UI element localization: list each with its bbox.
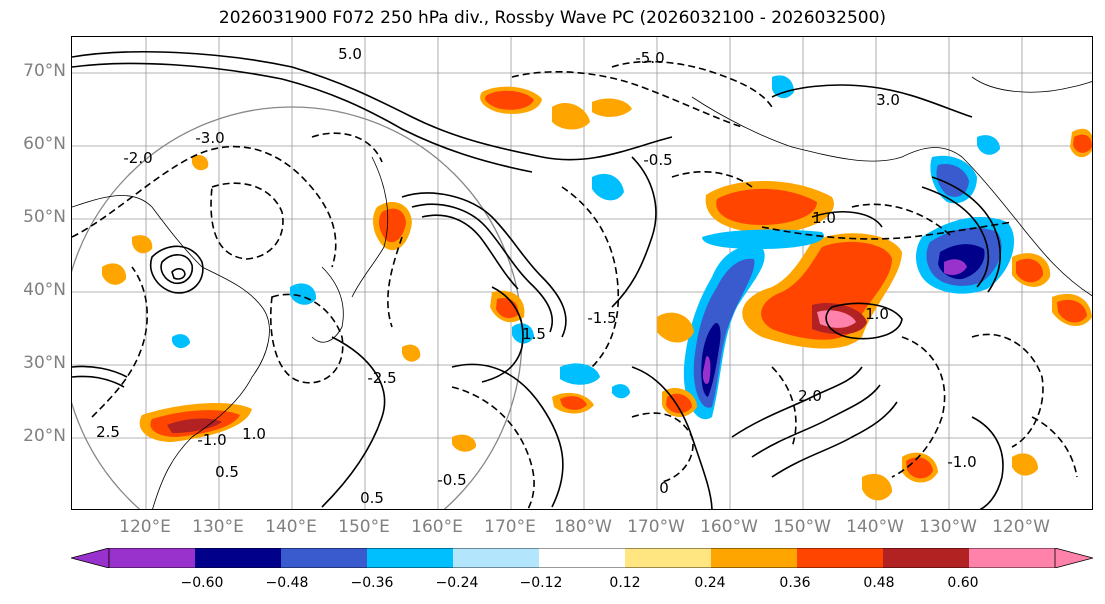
colorbar — [71, 548, 1093, 568]
lon-label-150e: 150°E — [338, 517, 390, 537]
colorbar-cell — [195, 548, 282, 568]
lat-label-30n: 30°N — [23, 353, 66, 373]
colorbar-cell — [969, 548, 1056, 568]
colorbar-cell — [281, 548, 368, 568]
colorbar-tick: 0.48 — [863, 575, 895, 591]
colorbar-under-triangle — [71, 548, 110, 568]
divergence-shading — [102, 75, 1092, 501]
lat-label-50n: 50°N — [23, 207, 66, 227]
lon-label-170e: 170°E — [484, 517, 536, 537]
contour-label: -0.5 — [643, 151, 672, 169]
reference-circle — [72, 106, 523, 509]
contour-label: 0 — [659, 479, 669, 497]
contour-label: 2.0 — [798, 387, 822, 405]
contour-label: -1.0 — [947, 453, 976, 471]
lon-label-160e: 160°E — [411, 517, 463, 537]
colorbar-cell — [367, 548, 454, 568]
contour-label: 5.0 — [338, 45, 362, 63]
colorbar-tick: −0.48 — [265, 575, 309, 591]
colorbar-over-triangle — [1054, 548, 1093, 568]
contour-label: -2.5 — [367, 369, 396, 387]
contour-label: -5.0 — [635, 49, 664, 67]
lon-label-150w: 150°W — [773, 517, 831, 537]
coastlines — [72, 76, 1092, 509]
lat-label-70n: 70°N — [23, 61, 66, 81]
colorbar-tick: 0.12 — [609, 575, 641, 591]
contour-label: 0.5 — [360, 489, 384, 507]
lon-label-120e: 120°E — [119, 517, 171, 537]
lon-label-140w: 140°W — [846, 517, 904, 537]
colorbar-cell — [539, 548, 626, 568]
colorbar-cell — [711, 548, 798, 568]
contour-label: 1.0 — [812, 209, 836, 227]
lon-label-160w: 160°W — [700, 517, 758, 537]
lon-label-130w: 130°W — [919, 517, 977, 537]
colorbar-tick: −0.12 — [519, 575, 563, 591]
contour-label: 0.5 — [215, 463, 239, 481]
contour-labels: 5.0 -5.0 3.0 -3.0 -2.0 2.0 1.0 -1.0 1.5 … — [96, 45, 977, 507]
lat-label-60n: 60°N — [23, 134, 66, 154]
contour-label: 1.5 — [522, 325, 546, 343]
contour-label: -1.0 — [197, 431, 226, 449]
lat-label-20n: 20°N — [23, 426, 66, 446]
contour-label: 2.5 — [96, 423, 120, 441]
contour-label: -2.0 — [123, 149, 152, 167]
colorbar-cell — [109, 548, 196, 568]
lon-label-120w: 120°W — [992, 517, 1050, 537]
lon-label-180w: 180°W — [554, 517, 612, 537]
colorbar-tick: 0.60 — [947, 575, 979, 591]
colorbar-tick: 0.24 — [694, 575, 726, 591]
contours-positive — [72, 51, 1004, 509]
chart-title: 2026031900 F072 250 hPa div., Rossby Wav… — [218, 8, 887, 28]
lon-label-140e: 140°E — [265, 517, 317, 537]
map-canvas: 5.0 -5.0 3.0 -3.0 -2.0 2.0 1.0 -1.0 1.5 … — [72, 37, 1092, 509]
colorbar-tick: 0.36 — [779, 575, 811, 591]
colorbar-cell — [625, 548, 712, 568]
colorbar-border — [108, 548, 1056, 568]
lon-label-170w: 170°W — [627, 517, 685, 537]
lon-label-130e: 130°E — [192, 517, 244, 537]
contour-label: 1.0 — [242, 425, 266, 443]
contour-label: -0.5 — [437, 471, 466, 489]
colorbar-tick: −0.36 — [350, 575, 394, 591]
contour-label: -3.0 — [195, 129, 224, 147]
contour-label: -1.5 — [587, 309, 616, 327]
contour-label: 1.0 — [865, 305, 889, 323]
colorbar-tick: −0.60 — [180, 575, 224, 591]
contours-negative — [72, 60, 1078, 509]
colorbar-cell — [797, 548, 884, 568]
lat-label-40n: 40°N — [23, 280, 66, 300]
colorbar-cell — [453, 548, 540, 568]
colorbar-cell — [883, 548, 970, 568]
contour-label: 3.0 — [876, 91, 900, 109]
colorbar-tick: −0.24 — [435, 575, 479, 591]
map-panel: 5.0 -5.0 3.0 -3.0 -2.0 2.0 1.0 -1.0 1.5 … — [71, 36, 1093, 510]
